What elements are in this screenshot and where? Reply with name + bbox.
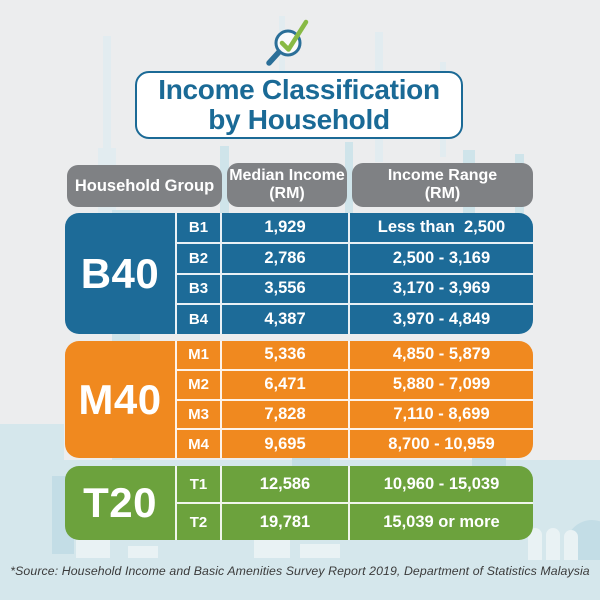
median-income-value: 1,929 (222, 213, 350, 242)
column-header-income-range: Income Range (RM) (352, 163, 533, 207)
source-note: *Source: Household Income and Basic Amen… (10, 564, 590, 578)
median-income-value: 3,556 (222, 274, 350, 304)
column-header-label: Median Income (229, 167, 345, 185)
group-block-t20: T20 T1 12,586 10,960 - 15,039 T2 19,781 … (65, 466, 533, 540)
income-range-value: 7,110 - 8,699 (393, 404, 490, 423)
column-header-household-group: Household Group (67, 165, 222, 207)
subgroup-label: B3 (177, 274, 222, 304)
skyline-building-icon (76, 540, 110, 558)
median-income-value: 5,336 (222, 341, 350, 369)
median-income-value: 9,695 (222, 430, 350, 458)
subgroup-label: M4 (177, 430, 222, 458)
skyline-building-icon (128, 546, 158, 558)
page-title-line1: Income Classification (158, 73, 440, 105)
median-income-value: 6,471 (222, 370, 350, 399)
table-row: M1 5,336 4,850 - 5,879 (177, 341, 533, 369)
group-cell: T20 (65, 466, 177, 540)
income-range-value: 3,170 - 3,969 (392, 279, 491, 298)
subgroup-label: B1 (177, 213, 222, 242)
table-row: M2 6,471 5,880 - 7,099 (177, 368, 533, 399)
table-row: B1 1,929 Less than 2,500 (177, 213, 533, 242)
magnifier-check-icon (266, 19, 309, 66)
median-income-value: 19,781 (222, 504, 350, 540)
subgroup-label: M1 (177, 341, 222, 369)
skyline-tower-icon (345, 142, 353, 216)
table-row: M4 9,695 8,700 - 10,959 (177, 428, 533, 458)
mosque-arch-icon (546, 528, 560, 560)
group-rows: M1 5,336 4,850 - 5,879 M2 6,471 5,880 - … (177, 341, 533, 458)
subgroup-label: T2 (177, 504, 222, 540)
table-row: B3 3,556 3,170 - 3,969 (177, 272, 533, 304)
column-header-unit: (RM) (269, 185, 305, 202)
group-name: T20 (83, 479, 157, 526)
column-header-unit: (RM) (424, 185, 461, 202)
group-name: B40 (80, 249, 160, 297)
group-cell: M40 (65, 341, 177, 458)
column-header-label: Income Range (387, 167, 498, 185)
subgroup-label: M2 (177, 370, 222, 399)
income-range-value: 8,700 - 10,959 (388, 434, 495, 453)
table-row: B4 4,387 3,970 - 4,849 (177, 303, 533, 334)
median-income-value: 2,786 (222, 243, 350, 273)
group-rows: T1 12,586 10,960 - 15,039 T2 19,781 15,0… (177, 466, 533, 540)
table-row: T1 12,586 10,960 - 15,039 (177, 466, 533, 502)
page-title-line2: by Household (208, 104, 390, 135)
subgroup-label: T1 (177, 466, 222, 502)
column-header-median-income: Median Income (RM) (227, 163, 347, 207)
table-row: B2 2,786 2,500 - 3,169 (177, 241, 533, 273)
skyline-tower-icon (220, 146, 229, 216)
title-box: Income Classification by Household (135, 71, 463, 139)
subgroup-label: B2 (177, 243, 222, 273)
table-row: M3 7,828 7,110 - 8,699 (177, 398, 533, 429)
median-income-value: 4,387 (222, 305, 350, 334)
column-header-label: Household Group (74, 176, 215, 195)
subgroup-label: M3 (177, 400, 222, 429)
table-row: T2 19,781 15,039 or more (177, 502, 533, 540)
group-rows: B1 1,929 Less than 2,500 B2 2,786 2,500 … (177, 213, 533, 334)
group-block-b40: B40 B1 1,929 Less than 2,500 B2 2,786 2,… (65, 213, 533, 334)
median-income-value: 7,828 (222, 400, 350, 429)
income-range-value: 3,970 - 4,849 (392, 310, 491, 329)
subgroup-label: B4 (177, 305, 222, 334)
income-range-value: 5,880 - 7,099 (392, 375, 491, 394)
skyline-tower-icon (103, 36, 111, 214)
skyline-building-icon (300, 544, 340, 558)
mosque-arch-icon (528, 528, 542, 560)
income-range-value: 10,960 - 15,039 (383, 474, 500, 493)
group-cell: B40 (65, 213, 177, 334)
income-range-value: 2,500 - 3,169 (392, 248, 491, 267)
median-income-value: 12,586 (222, 466, 350, 502)
group-block-m40: M40 M1 5,336 4,850 - 5,879 M2 6,471 5,88… (65, 341, 533, 458)
income-range-value: Less than 2,500 (377, 217, 506, 236)
income-range-value: 4,850 - 5,879 (392, 345, 491, 364)
mosque-arch-icon (564, 530, 578, 560)
income-range-value: 15,039 or more (383, 512, 500, 531)
group-name: M40 (78, 375, 162, 423)
